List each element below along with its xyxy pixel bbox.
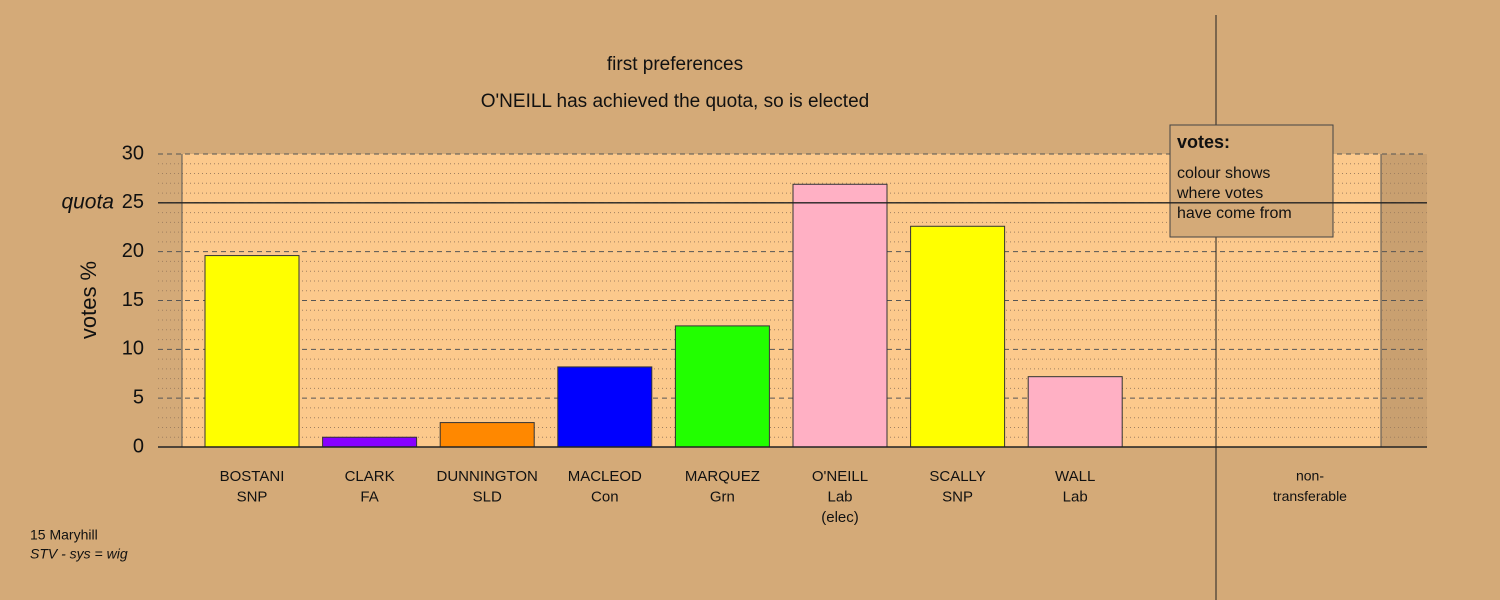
y-tick-label: 0 bbox=[133, 435, 144, 457]
bar bbox=[322, 436, 418, 448]
x-tick-label: (elec) bbox=[821, 509, 859, 526]
bar bbox=[674, 325, 770, 448]
x-tick-label: Grn bbox=[710, 488, 735, 505]
x-tick-label: DUNNINGTON bbox=[437, 468, 538, 485]
bar bbox=[792, 183, 888, 448]
x-tick-label: transferable bbox=[1273, 488, 1347, 504]
y-tick-label: 25 bbox=[122, 191, 144, 213]
bar bbox=[439, 422, 535, 448]
x-tick-label: O'NEILL bbox=[812, 468, 868, 485]
x-tick-label: FA bbox=[360, 488, 378, 505]
bar bbox=[204, 255, 300, 448]
x-tick-label: WALL bbox=[1055, 468, 1095, 485]
footer: 15 Maryhill bbox=[30, 527, 98, 543]
bar bbox=[557, 366, 653, 448]
x-tick-label: BOSTANI bbox=[220, 468, 285, 485]
legend-text: where votes bbox=[1176, 185, 1263, 202]
bars bbox=[204, 183, 1123, 448]
x-tick-label: Lab bbox=[827, 488, 852, 505]
quota-label: quota bbox=[61, 190, 114, 213]
x-tick-label: MACLEOD bbox=[568, 468, 642, 485]
x-tick-label: SCALLY bbox=[929, 468, 985, 485]
x-tick-label: SLD bbox=[473, 488, 502, 505]
y-tick-label: 10 bbox=[122, 338, 144, 360]
y-tick-label: 15 bbox=[122, 289, 144, 311]
x-tick-label: CLARK bbox=[345, 468, 395, 485]
footer: STV - sys = wig bbox=[30, 546, 128, 562]
y-axis-label: votes % bbox=[76, 261, 101, 339]
y-tick-label: 30 bbox=[122, 142, 144, 164]
x-tick-label: Con bbox=[591, 488, 619, 505]
chart-subtitle: O'NEILL has achieved the quota, so is el… bbox=[481, 91, 869, 112]
y-tick-label: 5 bbox=[133, 386, 144, 408]
legend: votes: colour shows where votes have com… bbox=[1169, 124, 1334, 238]
x-tick-label: SNP bbox=[942, 488, 973, 505]
x-tick-label: non- bbox=[1296, 468, 1324, 484]
x-tick-label: Lab bbox=[1063, 488, 1088, 505]
chart-title: first preferences bbox=[607, 54, 743, 75]
legend-text: colour shows bbox=[1177, 165, 1270, 182]
bar bbox=[910, 225, 1006, 448]
legend-text: have come from bbox=[1177, 205, 1292, 222]
y-tick-label: 20 bbox=[122, 240, 144, 262]
x-tick-label: SNP bbox=[237, 488, 268, 505]
bar bbox=[1027, 376, 1123, 448]
legend-title: votes: bbox=[1177, 132, 1230, 152]
x-tick-label: MARQUEZ bbox=[685, 468, 760, 485]
legend-box bbox=[1169, 124, 1334, 238]
